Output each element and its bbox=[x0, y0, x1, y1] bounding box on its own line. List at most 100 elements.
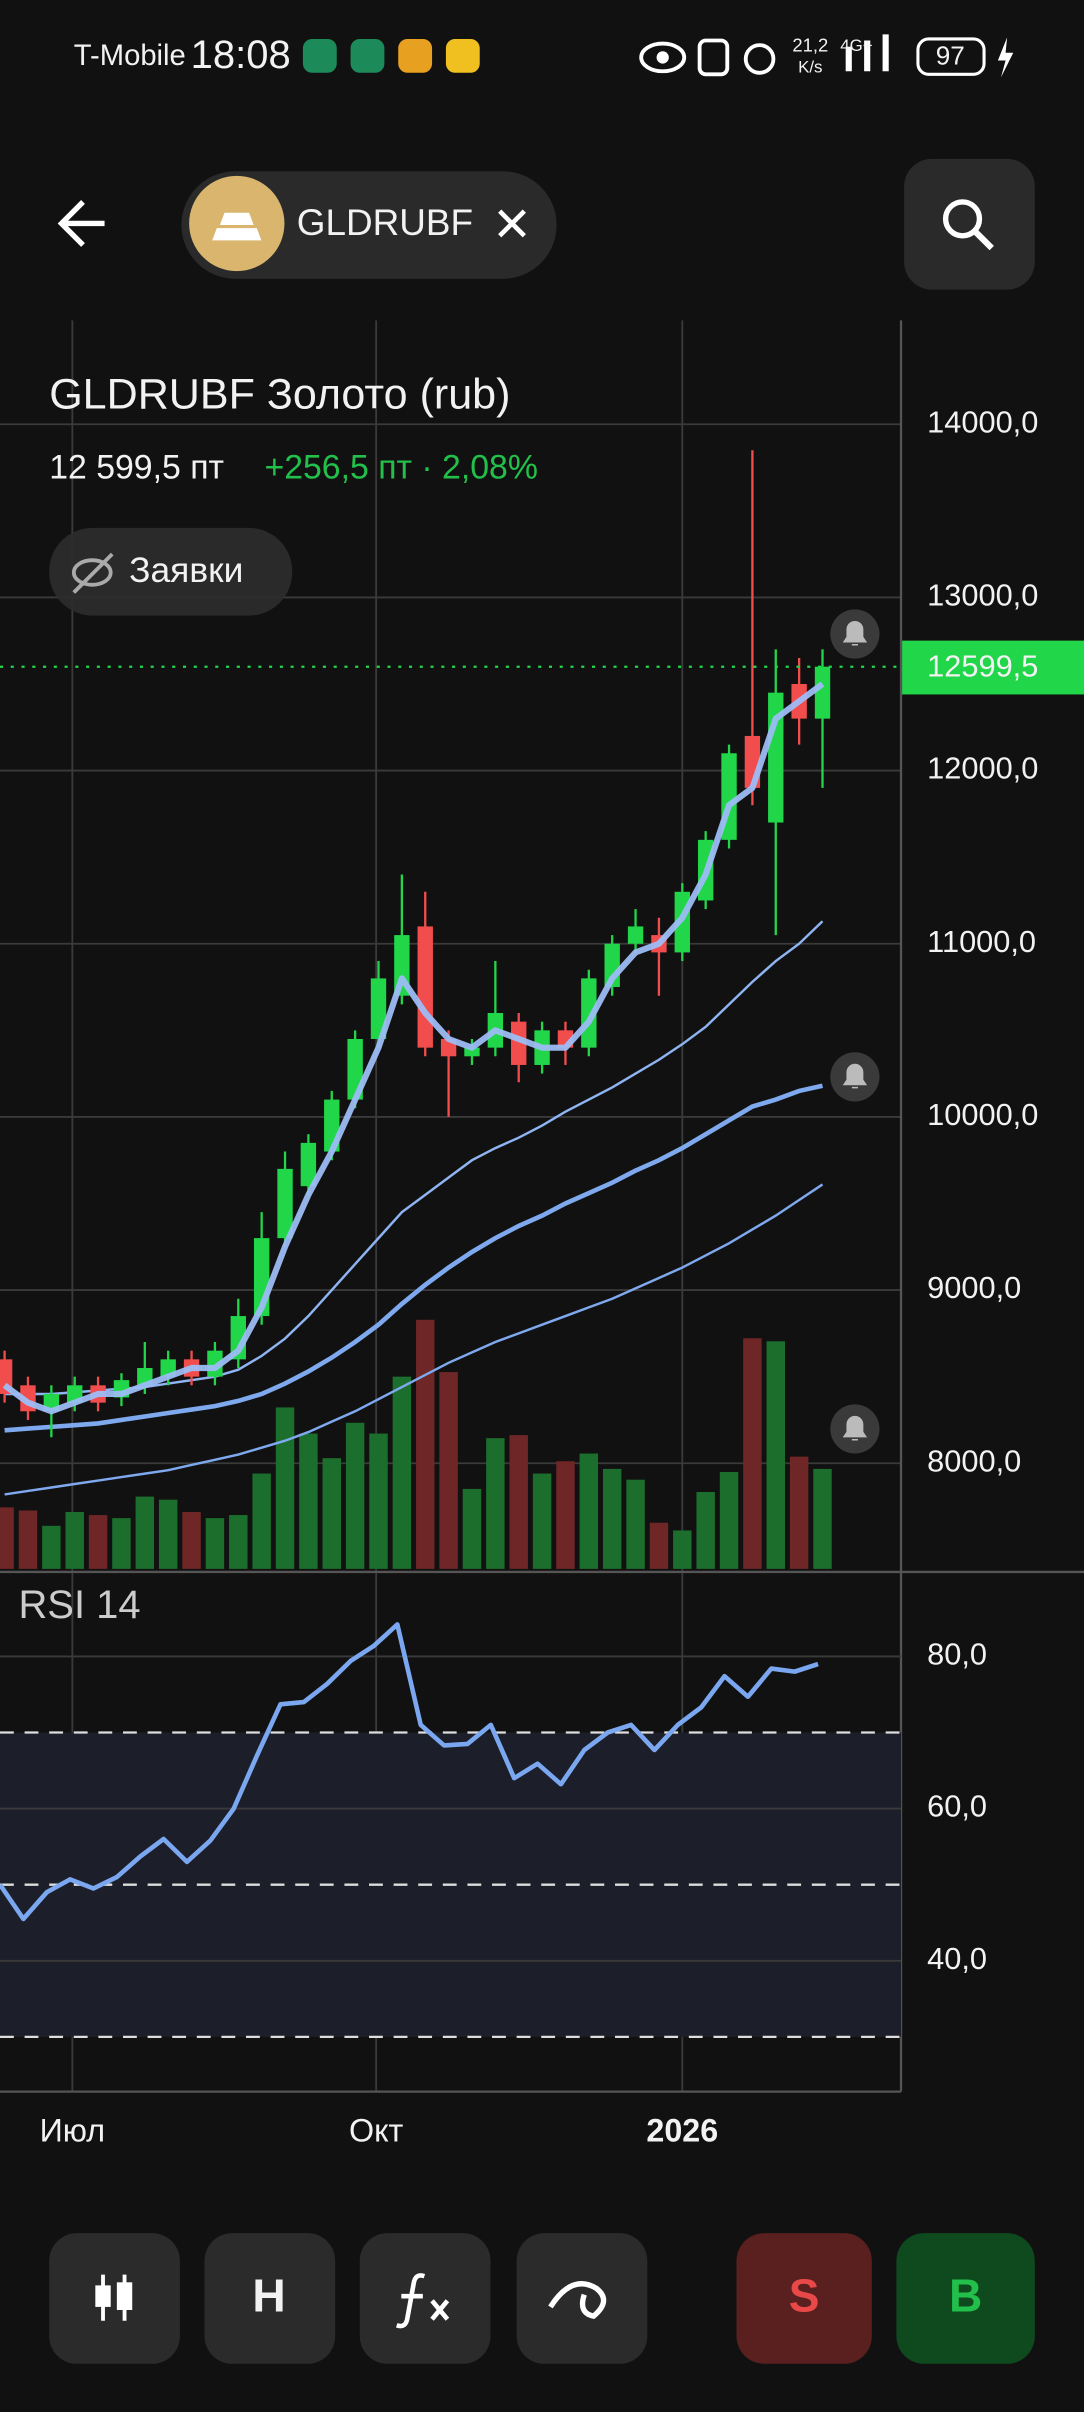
chart-area: Июл Окт 2026 8000,0 9000,0 10000,0 11000,0 1200… bbox=[0, 320, 1084, 2149]
volume-bar bbox=[416, 1319, 435, 1569]
candle-body bbox=[627, 926, 644, 944]
close-chip[interactable] bbox=[498, 209, 526, 238]
volume-bar bbox=[392, 1376, 412, 1569]
y-tick-label: 40,0 bbox=[927, 1941, 987, 1976]
volume-bar bbox=[696, 1491, 715, 1569]
drawing-icon bbox=[548, 2281, 607, 2320]
volume-bar bbox=[673, 1530, 692, 1569]
hide-icon bbox=[71, 558, 113, 587]
candle-body bbox=[464, 1047, 480, 1057]
rsi-title: RSI 14 bbox=[18, 1583, 140, 1627]
orders-button[interactable] bbox=[49, 527, 293, 616]
last-price-label: 12599,5 bbox=[927, 648, 1038, 683]
clock: 18:08 bbox=[191, 33, 291, 77]
volume-bar bbox=[229, 1515, 248, 1569]
candle-body bbox=[417, 926, 433, 1048]
net-unit: K/s bbox=[798, 58, 822, 77]
rsi-line bbox=[0, 1622, 819, 1922]
volume-bar bbox=[813, 1468, 832, 1569]
volume-bar bbox=[0, 1507, 14, 1569]
ticker: GLDRUBF bbox=[297, 202, 473, 243]
volume-bar bbox=[299, 1433, 318, 1569]
y-tick-label: 9000,0 bbox=[927, 1270, 1021, 1305]
volume-bar bbox=[18, 1510, 38, 1569]
volume-bar bbox=[626, 1479, 645, 1569]
volume-bar bbox=[743, 1338, 762, 1569]
y-tick-label: 80,0 bbox=[927, 1637, 987, 1672]
battery: 97 bbox=[936, 40, 965, 70]
volume-bar bbox=[766, 1341, 785, 1569]
volume-bar bbox=[649, 1522, 669, 1569]
volume-bar bbox=[65, 1511, 84, 1569]
buy-label: B bbox=[949, 2269, 982, 2321]
volume-bar bbox=[322, 1458, 341, 1569]
orders-label: Заявки bbox=[129, 551, 243, 590]
sell-label: S bbox=[789, 2269, 820, 2321]
hide-icon-slash bbox=[72, 552, 114, 594]
volume-bar bbox=[439, 1372, 458, 1569]
volume-bar bbox=[789, 1456, 809, 1569]
price-change: +256,5 пт · 2,08% bbox=[264, 448, 537, 486]
h-label: H bbox=[252, 2269, 285, 2321]
volume-bar bbox=[158, 1499, 178, 1569]
alert-icon bbox=[842, 621, 868, 646]
x-tick-label: Окт bbox=[349, 2113, 404, 2149]
alert-icon bbox=[842, 1063, 868, 1089]
back-button[interactable] bbox=[57, 200, 105, 247]
volume-bar bbox=[42, 1525, 61, 1569]
carrier: T-Mobile bbox=[74, 40, 186, 72]
volume-bar bbox=[252, 1473, 271, 1569]
volume-bar bbox=[556, 1461, 575, 1569]
volume-bar bbox=[486, 1438, 505, 1569]
volume-bar bbox=[532, 1473, 552, 1569]
moving-average bbox=[4, 1183, 824, 1496]
search-button[interactable] bbox=[904, 158, 1035, 290]
fx-icon bbox=[395, 2273, 450, 2329]
gold-icon bbox=[212, 212, 262, 241]
status-icons bbox=[302, 34, 1014, 78]
h-button[interactable] bbox=[204, 2233, 336, 2364]
volume-bar bbox=[345, 1422, 365, 1569]
moving-average bbox=[4, 1083, 824, 1433]
candles-button[interactable] bbox=[49, 2233, 180, 2364]
volume-bar bbox=[579, 1453, 599, 1569]
candle-body bbox=[277, 1168, 293, 1239]
volume-bar bbox=[275, 1407, 295, 1569]
search-icon bbox=[942, 199, 983, 239]
y-tick-label: 10000,0 bbox=[927, 1097, 1038, 1132]
volume-bar bbox=[509, 1435, 528, 1569]
volume-bar bbox=[182, 1511, 201, 1569]
volume-bar bbox=[369, 1433, 388, 1569]
y-tick-label: 13000,0 bbox=[927, 578, 1038, 613]
moving-average bbox=[2, 681, 825, 1415]
x-tick-label: 2026 bbox=[646, 2113, 718, 2149]
network: 4G+ bbox=[840, 36, 873, 55]
volume-bar bbox=[462, 1488, 482, 1569]
indicators-button[interactable] bbox=[359, 2233, 491, 2364]
net-speed: 21,2 bbox=[792, 35, 828, 56]
sell-button[interactable] bbox=[736, 2233, 872, 2364]
y-tick-label: 11000,0 bbox=[927, 924, 1036, 959]
candle-body bbox=[300, 1142, 317, 1187]
instrument-title: GLDRUBF Золото (rub) bbox=[49, 371, 510, 419]
candle-body bbox=[814, 666, 831, 719]
volume-bar bbox=[602, 1468, 622, 1569]
y-tick-label: 14000,0 bbox=[927, 404, 1038, 439]
volume-bar bbox=[88, 1515, 108, 1569]
y-tick-label: 60,0 bbox=[927, 1789, 987, 1824]
search-icon-handle bbox=[972, 228, 994, 251]
candles-icon-body bbox=[95, 2285, 111, 2307]
y-tick-label: 8000,0 bbox=[927, 1443, 1021, 1478]
alert-icon bbox=[842, 1415, 868, 1441]
volume-bar bbox=[112, 1518, 131, 1569]
buy-button[interactable] bbox=[896, 2233, 1035, 2364]
candle-body bbox=[370, 978, 387, 1039]
y-tick-label: 12000,0 bbox=[927, 751, 1038, 786]
x-tick-label: Июл bbox=[40, 2113, 106, 2149]
volume-bar bbox=[135, 1496, 155, 1569]
last-price-tag bbox=[901, 640, 1084, 695]
volume-bar bbox=[719, 1472, 739, 1569]
